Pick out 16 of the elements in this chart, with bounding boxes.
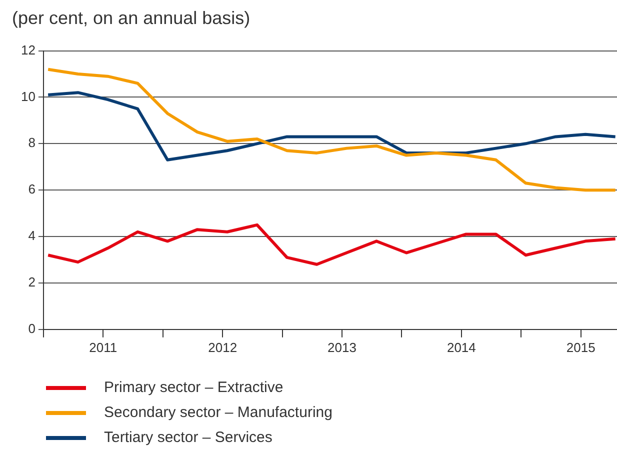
x-tick-label: 2014	[446, 340, 476, 355]
y-tick-label: 6	[28, 182, 36, 197]
y-tick-label: 12	[20, 42, 36, 58]
legend-label: Primary sector – Extractive	[104, 379, 284, 396]
x-tick-label: 2011	[89, 340, 118, 355]
x-tick-label: 2012	[208, 340, 238, 355]
y-tick-label: 0	[28, 320, 36, 336]
y-tick-label: 4	[28, 228, 36, 244]
x-tick-label: 2015	[566, 340, 596, 355]
y-tick-label: 8	[28, 135, 36, 150]
x-tick-label: 2013	[328, 340, 356, 355]
legend-label: Secondary sector – Manufacturing	[104, 404, 332, 421]
legend-label: Tertiary sector – Services	[104, 429, 272, 446]
chart-title: (per cent, on an annual basis)	[12, 8, 250, 29]
y-tick-label: 10	[20, 88, 36, 104]
y-tick-label: 2	[28, 274, 36, 290]
